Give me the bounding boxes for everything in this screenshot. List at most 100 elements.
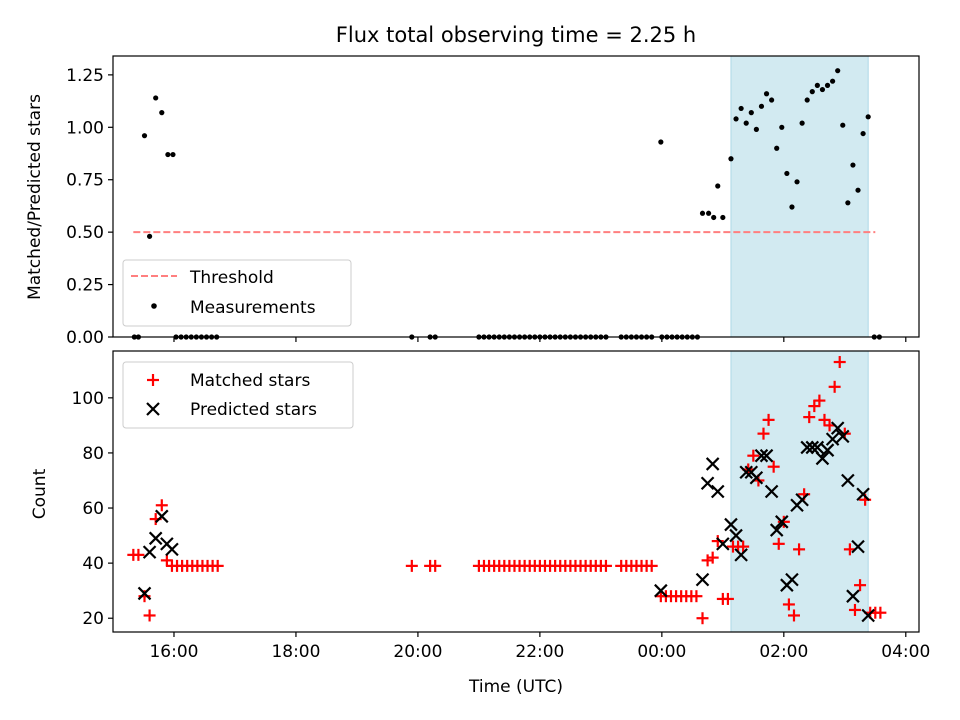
- matched-stars-point: [874, 606, 887, 619]
- observing-window: [730, 351, 869, 632]
- predicted-stars-point: [764, 484, 779, 499]
- y-tick-label: 1.25: [66, 66, 104, 86]
- y-tick-label: 0.50: [66, 223, 104, 243]
- measurements-point: [706, 210, 712, 216]
- measurements-point: [819, 86, 826, 93]
- matched-stars-point: [405, 559, 418, 572]
- measurements-point: [814, 82, 820, 88]
- predicted-stars-point: [861, 608, 875, 623]
- predicted-stars-point: [795, 492, 809, 507]
- legend-matched-swatch: [147, 374, 159, 386]
- measurements-point: [153, 95, 159, 101]
- x-tick-label: 04:00: [881, 642, 930, 662]
- measurements-point: [146, 233, 153, 239]
- predicted-stars-point: [759, 448, 774, 463]
- plot-area: [127, 356, 887, 625]
- matched-stars-point: [828, 380, 841, 393]
- axes-frame: [112, 55, 920, 338]
- x-tick-label: 00:00: [637, 642, 686, 662]
- x-tick-label: 20:00: [393, 642, 442, 662]
- matched-stars-point: [854, 579, 867, 592]
- predicted-stars-point: [810, 440, 825, 455]
- legend-box: [122, 259, 352, 327]
- matched-stars-point: [747, 449, 760, 462]
- legend-measurements-swatch: [151, 303, 157, 309]
- y-tick-label: 0.25: [66, 276, 104, 296]
- matched-stars-point: [211, 559, 224, 572]
- predicted-stars-point: [142, 545, 157, 559]
- measurements-point: [830, 78, 836, 84]
- predicted-stars-point: [841, 473, 855, 488]
- y-tick-label: 0.00: [66, 328, 104, 348]
- measurements-point: [855, 187, 861, 193]
- y-tick-label: 60: [82, 499, 104, 519]
- measurements-point: [850, 162, 856, 168]
- matched-stars-point: [737, 540, 750, 553]
- y-tick-label: 40: [82, 554, 104, 574]
- measurements-point: [860, 130, 866, 137]
- measurements-point: [738, 105, 744, 112]
- measurements-point: [753, 126, 759, 132]
- legend: Matched stars Predicted stars: [122, 361, 354, 429]
- predicted-stars-point: [155, 509, 169, 524]
- highlight-span: [730, 56, 869, 337]
- legend-measurements-label: Measurements: [190, 298, 316, 318]
- predicted-stars-point: [785, 572, 799, 587]
- predicted-stars-point: [820, 443, 835, 457]
- y-tick-label: 80: [82, 444, 104, 464]
- matched-stars-point: [848, 603, 861, 616]
- predicted-stars-point: [754, 448, 769, 463]
- matched-stars-point: [803, 411, 816, 424]
- predicted-stars-point: [856, 487, 870, 502]
- measurements-point: [789, 204, 795, 210]
- matched-stars-point: [706, 551, 719, 564]
- y-tick-label: 0.75: [66, 171, 104, 191]
- predicted-stars-point: [695, 572, 710, 587]
- matched-stars-point: [429, 559, 442, 572]
- measurements-point: [784, 170, 790, 177]
- predicted-stars-point: [165, 542, 179, 557]
- predicted-stars-point: [835, 429, 850, 444]
- measurements-point: [658, 139, 664, 145]
- measurements-point: [840, 122, 846, 128]
- measurements-point: [720, 214, 726, 221]
- matched-stars-point: [155, 499, 168, 512]
- predicted-stars-point: [775, 515, 789, 529]
- measurements-point: [763, 91, 770, 97]
- predicted-stars-point: [825, 432, 840, 446]
- axes: 20 40 60 80 100 16:00 18:00 20:00 22:00 00:00 02:0…: [72, 350, 930, 662]
- measurements-point: [711, 214, 717, 221]
- predicted-stars-point: [800, 440, 814, 455]
- measurements-point: [758, 103, 765, 109]
- matched-stars-point: [696, 612, 709, 625]
- measurements-point: [748, 110, 754, 116]
- axes: 0.00 0.25 0.50 0.75 1.00 1.25: [66, 55, 920, 348]
- observing-window: [730, 56, 869, 337]
- measurements-point: [728, 156, 734, 162]
- y-tick-label: 100: [72, 389, 104, 409]
- matched-stars-point: [711, 535, 724, 548]
- chart-title: Flux total observing time = 2.25 h: [336, 23, 696, 47]
- predicted-stars-point: [815, 451, 830, 466]
- y-axis-label: Matched/Predicted stars: [25, 94, 45, 300]
- measurements-point: [824, 82, 831, 88]
- y-tick-label: 1.00: [66, 118, 104, 138]
- y-tick-label: 20: [82, 609, 104, 629]
- matched-stars-point: [143, 609, 156, 622]
- matched-stars-point: [762, 413, 775, 426]
- measurements-point: [809, 89, 815, 95]
- predicted-stars-point: [830, 421, 845, 435]
- highlight-span: [730, 351, 869, 632]
- predicted-stars-point: [739, 465, 753, 479]
- matched-stars-point: [645, 559, 658, 572]
- measurements-point: [715, 183, 721, 189]
- matched-stars-point: [721, 592, 734, 605]
- measurements-point: [141, 133, 148, 139]
- legend-box: [122, 361, 354, 429]
- measurements-point: [799, 120, 805, 126]
- predicted-stars-point: [705, 457, 720, 471]
- x-tick-label: 18:00: [271, 642, 320, 662]
- predicted-stars-point: [654, 583, 668, 598]
- matched-stars-point: [782, 598, 795, 611]
